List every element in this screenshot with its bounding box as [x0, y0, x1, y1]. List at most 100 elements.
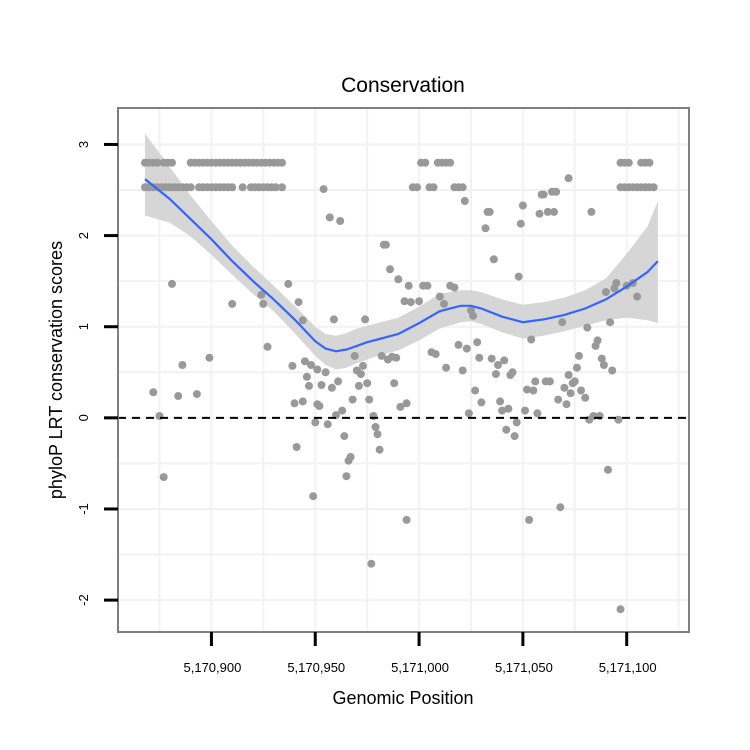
- data-point: [390, 379, 399, 388]
- data-point: [473, 338, 482, 347]
- data-point: [311, 418, 320, 427]
- data-point: [354, 381, 363, 390]
- data-point: [153, 158, 162, 167]
- data-point: [521, 406, 529, 415]
- data-point: [178, 361, 187, 369]
- data-point: [371, 423, 380, 431]
- data-point: [556, 503, 565, 512]
- data-point: [292, 443, 301, 451]
- data-point: [367, 559, 376, 568]
- data-point: [558, 318, 567, 327]
- data-point: [494, 361, 502, 369]
- data-point: [570, 377, 579, 386]
- data-point: [502, 425, 511, 434]
- x-tick-label: 5,170,950: [287, 660, 345, 675]
- data-point: [392, 353, 401, 362]
- data-point: [300, 357, 309, 366]
- data-point: [338, 406, 347, 415]
- x-axis: 5,170,900 5,170,950 5,171,000 5,171,050 5,17…: [184, 632, 657, 675]
- panel-border: [117, 107, 690, 633]
- smooth-trend-line: [144, 178, 659, 353]
- data-point: [633, 292, 642, 301]
- data-points: [141, 158, 658, 614]
- data-point: [346, 453, 355, 461]
- data-point: [365, 395, 374, 404]
- data-point: [514, 272, 523, 281]
- data-point: [597, 354, 606, 363]
- data-point: [429, 183, 438, 192]
- data-point: [192, 390, 201, 399]
- data-point: [527, 335, 536, 344]
- data-point: [471, 386, 480, 395]
- y-tick-label: 0: [76, 414, 91, 421]
- data-point: [552, 187, 561, 196]
- x-tick-label: 5,170,900: [184, 660, 242, 675]
- data-point: [535, 209, 544, 218]
- data-point: [334, 377, 343, 386]
- data-point: [460, 197, 469, 205]
- y-tick-label: -2: [76, 594, 91, 606]
- data-point: [381, 240, 390, 249]
- data-point: [529, 386, 538, 395]
- y-tick-label: 1: [76, 323, 91, 330]
- data-point: [317, 381, 326, 389]
- data-point: [340, 432, 349, 441]
- data-point: [624, 158, 633, 167]
- data-point: [168, 158, 176, 167]
- data-point: [257, 290, 266, 299]
- data-point: [284, 279, 293, 288]
- data-point: [168, 279, 176, 288]
- y-tick-label: 2: [76, 232, 91, 239]
- data-point: [458, 183, 467, 192]
- data-point: [238, 183, 247, 192]
- data-point: [593, 336, 602, 345]
- data-point: [583, 323, 592, 332]
- chart-title: Conservation: [341, 74, 465, 97]
- data-point: [228, 299, 237, 308]
- data-point: [423, 281, 432, 290]
- data-point: [159, 473, 168, 482]
- data-point: [581, 393, 590, 402]
- data-point: [469, 311, 478, 320]
- data-point: [531, 377, 540, 386]
- data-point: [454, 340, 463, 349]
- confidence-ribbon: [145, 133, 658, 370]
- x-tick-label: 5,171,050: [495, 660, 553, 675]
- data-point: [458, 366, 467, 375]
- data-point: [510, 432, 519, 441]
- y-axis: -2 -1 0 1 2 3: [76, 141, 118, 606]
- data-point: [294, 298, 303, 307]
- data-point: [271, 183, 280, 192]
- data-point: [263, 342, 272, 351]
- data-point: [435, 292, 444, 301]
- data-point: [413, 183, 421, 192]
- data-point: [496, 397, 505, 406]
- data-point: [512, 418, 521, 427]
- data-point: [587, 207, 596, 216]
- data-point: [523, 385, 531, 394]
- data-point: [481, 224, 490, 233]
- y-axis-title: phyloP LRT conservation scores: [46, 241, 66, 499]
- data-point: [315, 402, 324, 410]
- data-point: [543, 207, 552, 216]
- data-point: [498, 406, 507, 415]
- data-point: [290, 399, 299, 408]
- data-point: [375, 445, 384, 454]
- data-point: [508, 368, 517, 377]
- data-point: [400, 297, 409, 306]
- data-point: [491, 370, 500, 379]
- data-point: [604, 465, 612, 474]
- data-point: [305, 381, 313, 390]
- data-point: [394, 275, 403, 284]
- x-tick-label: 5,171,000: [391, 660, 449, 675]
- data-point: [402, 399, 411, 408]
- data-point: [309, 492, 318, 501]
- data-point: [406, 298, 415, 307]
- data-point: [606, 318, 615, 327]
- data-point: [564, 174, 573, 183]
- data-point: [562, 400, 571, 409]
- data-point: [319, 185, 328, 194]
- data-point: [307, 361, 316, 369]
- data-point: [489, 255, 498, 264]
- data-point: [421, 158, 430, 167]
